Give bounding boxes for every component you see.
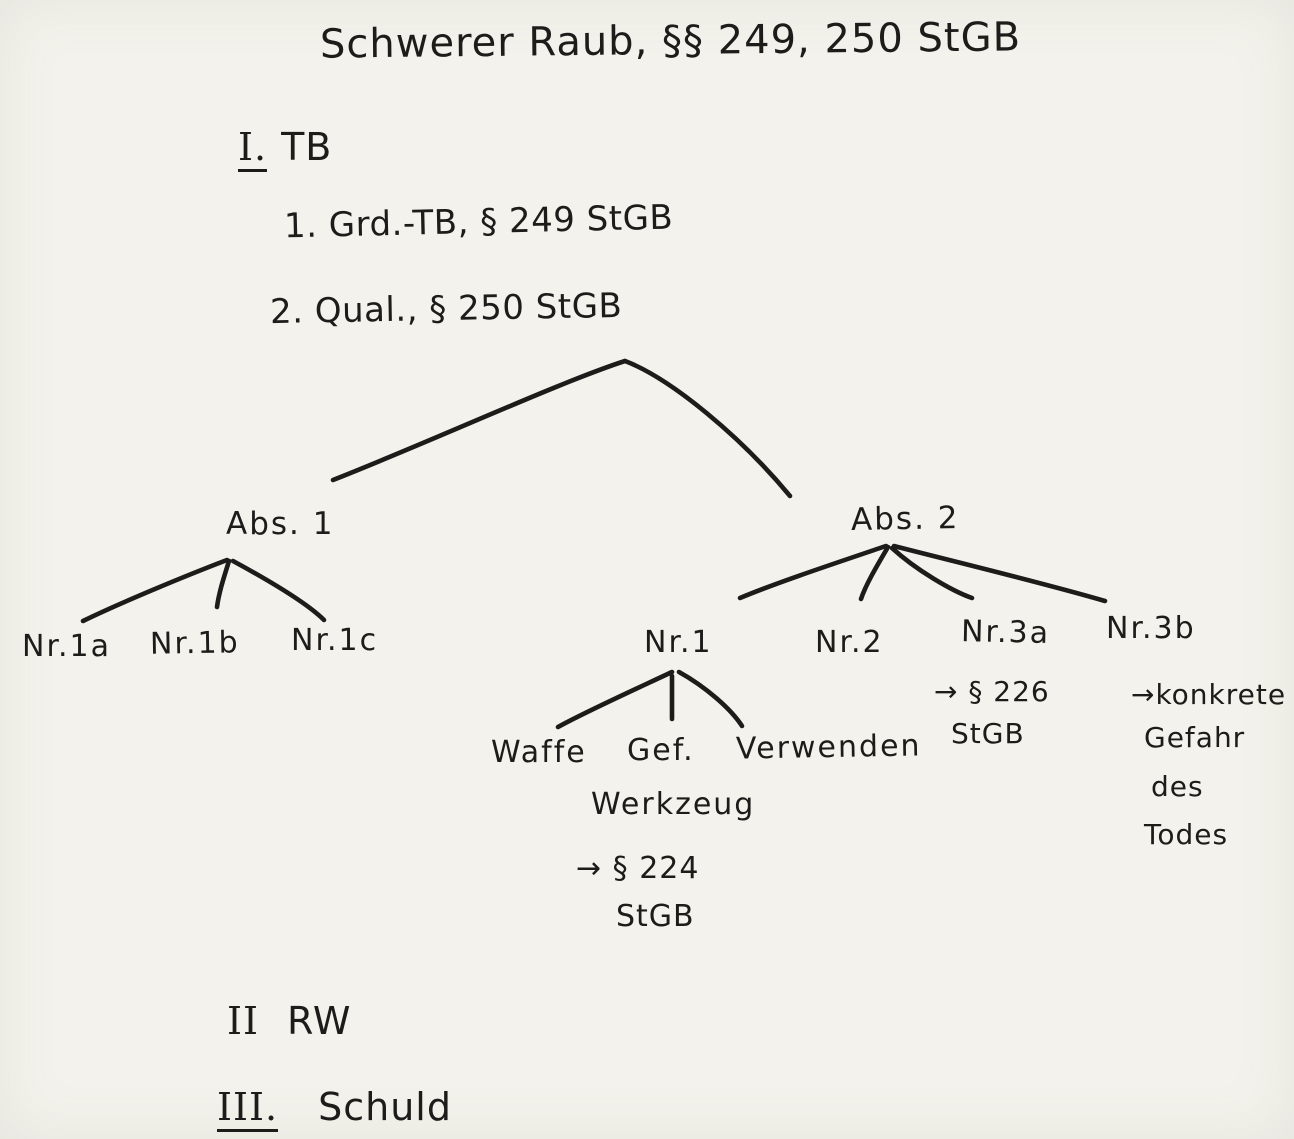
section-tb: I. TB [238, 125, 333, 172]
section-tb-numeral: I. [238, 127, 268, 172]
tree-node-gef-line2: Werkzeug [591, 787, 756, 822]
section-tb-label: TB [281, 125, 333, 169]
edge-qual-to-abs2 [622, 358, 793, 499]
tree-node-abs2: Abs. 2 [850, 500, 960, 538]
tree-node-verwenden: Verwenden [735, 728, 922, 767]
edge-abs2-to-nr2 [858, 544, 891, 602]
annotation-226-line2: StGB [951, 717, 1025, 750]
annotation-226-line1: → § 226 [934, 675, 1050, 708]
section-rw: II RW [227, 999, 352, 1043]
tree-node-gef-line1: Gef. [627, 733, 695, 768]
tree-node-nr1c: Nr.1c [291, 623, 379, 658]
tree-node-abs2-nr3b: Nr.3b [1106, 611, 1196, 646]
tree-node-nr1a: Nr.1a [22, 629, 112, 664]
section-rw-label: RW [287, 999, 352, 1043]
edge-abs1-to-nr1b [214, 558, 232, 610]
edge-abs2-to-nr3b [891, 543, 1108, 604]
section-schuld-label: Schuld [318, 1085, 452, 1129]
edge-abs1-to-nr1c [230, 558, 327, 623]
edge-nr1-to-verwenden [676, 669, 745, 729]
tb-item-qualifikation: 2. Qual., § 250 StGB [269, 285, 623, 333]
section-schuld-numeral: III. [217, 1087, 279, 1132]
edge-nr1-to-waffe [555, 669, 675, 730]
edge-abs2-to-nr1 [737, 543, 889, 601]
section-rw-numeral: II [227, 999, 260, 1043]
annotation-224-line2: StGB [616, 899, 695, 934]
tree-node-abs1: Abs. 1 [226, 506, 335, 542]
tb-item-grundtatbestand: 1. Grd.-TB, § 249 StGB [283, 197, 674, 247]
edge-qual-to-abs1 [330, 358, 628, 483]
annotation-3b-line3: des [1151, 770, 1204, 803]
tree-node-abs2-nr2: Nr.2 [815, 625, 884, 660]
annotation-3b-line2: Gefahr [1144, 721, 1246, 754]
tree-node-nr1b: Nr.1b [149, 625, 240, 662]
tree-node-waffe: Waffe [491, 735, 587, 770]
section-schuld: III. Schuld [217, 1085, 452, 1132]
tree-node-abs2-nr3a: Nr.3a [960, 614, 1051, 651]
edge-abs2-to-nr3a [889, 545, 975, 601]
edge-abs1-to-nr1a [80, 557, 230, 624]
tree-node-abs2-nr1: Nr.1 [644, 625, 713, 660]
note-title: Schwerer Raub, §§ 249, 250 StGB [319, 14, 1022, 68]
annotation-3b-line4: Todes [1144, 818, 1229, 851]
annotation-224-line1: → § 224 [576, 851, 700, 886]
annotation-3b-line1: →konkrete [1131, 678, 1287, 711]
